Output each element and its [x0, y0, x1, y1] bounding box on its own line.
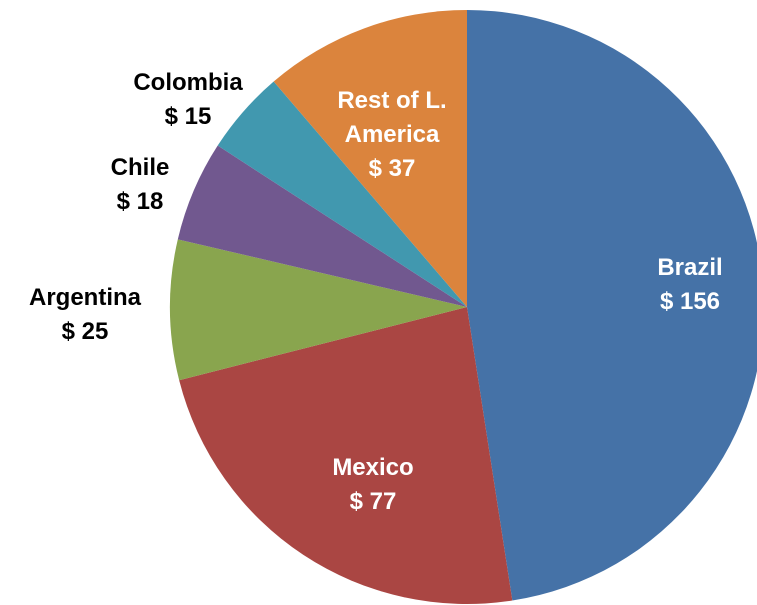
- value-label: $ 15: [164, 103, 212, 130]
- value-label: $ 77: [349, 488, 397, 515]
- category-label: Rest of L. America: [337, 87, 447, 148]
- category-label: Brazil: [657, 254, 723, 281]
- pie-slice: [467, 10, 757, 601]
- category-label: Chile: [110, 154, 170, 181]
- slice-label: Brazil $ 156: [657, 251, 722, 319]
- pie-slice: [177, 145, 468, 307]
- pie-slice: [179, 307, 513, 604]
- category-label: Argentina: [28, 284, 142, 311]
- category-label: Mexico: [332, 454, 414, 481]
- value-label: $ 37: [368, 155, 416, 182]
- value-label: $ 156: [659, 288, 721, 315]
- slice-label: Chile $ 18: [111, 151, 170, 219]
- value-label: $ 18: [116, 188, 164, 215]
- value-label: $ 25: [61, 318, 109, 345]
- slice-label: Mexico $ 77: [332, 451, 413, 519]
- slice-label: Rest of L. America $ 37: [327, 84, 457, 186]
- pie-slice: [273, 10, 467, 307]
- slice-label: Argentina $ 25: [29, 281, 141, 349]
- category-label: Colombia: [133, 69, 243, 96]
- pie-slice: [169, 239, 467, 381]
- slice-label: Colombia $ 15: [133, 66, 242, 134]
- pie-slice: [217, 81, 467, 308]
